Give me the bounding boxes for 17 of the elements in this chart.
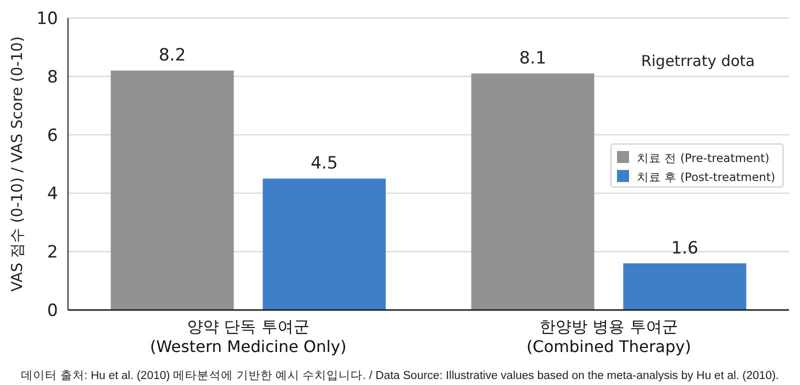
x-tick-label: 양약 단독 투여군 (Western Medicine Only) [150, 317, 346, 356]
annotation: Rigetrraty dota [641, 52, 755, 70]
y-tick-label: 8 [47, 67, 58, 88]
y-tick-label: 0 [47, 301, 58, 321]
x-tick-label: 한양방 병용 투여군 (Combined Therapy) [526, 317, 692, 356]
y-tick-label: 4 [47, 184, 58, 204]
y-tick-label: 2 [47, 242, 58, 263]
legend-label: 치료 후 (Post-treatment) [637, 170, 776, 184]
y-tick-label: 6 [47, 126, 58, 146]
y-axis-title: VAS 점수 (0-10) / VAS Score (0-10) [8, 36, 26, 292]
data-label: 1.6 [671, 238, 698, 258]
data-label: 8.1 [519, 48, 546, 68]
text: 데이터 출처: Hu et al. (2010) 메타분석에 기반한 예시 수치입니다. / Data Source: Illustrative values based on the meta-analysis by Hu et al. (2010). [21, 369, 779, 382]
legend-label: 치료 전 (Pre-treatment) [637, 151, 770, 165]
y-tick-label: 10 [36, 9, 58, 29]
data-label: 8.2 [158, 46, 186, 66]
data-label: 4.5 [310, 154, 338, 174]
